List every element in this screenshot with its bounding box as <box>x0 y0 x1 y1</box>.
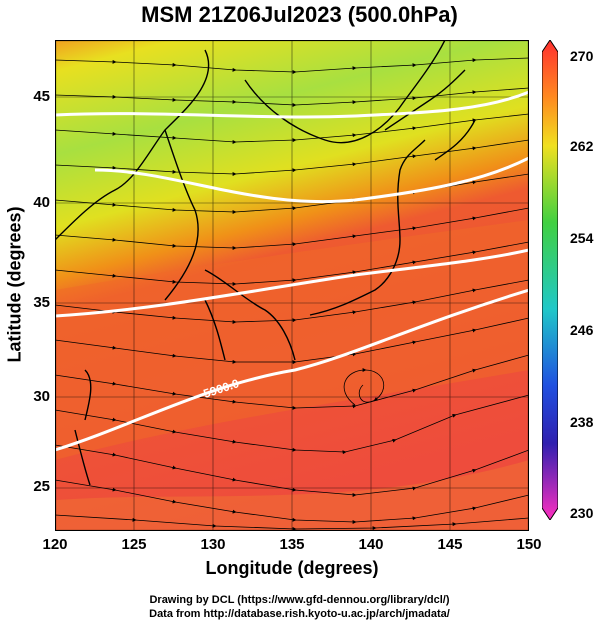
y-tick: 35 <box>33 294 50 311</box>
y-tick: 25 <box>33 478 50 495</box>
y-tick: 40 <box>33 194 50 211</box>
credit-data: Data from http://database.rish.kyoto-u.a… <box>149 608 450 620</box>
y-tick: 45 <box>33 88 50 105</box>
map-title: MSM 21Z06Jul2023 (500.0hPa) <box>141 2 458 27</box>
map-plot: 5900.0 <box>55 40 529 531</box>
colorbar-tick: 246 <box>570 322 594 338</box>
plot-frame <box>55 40 529 531</box>
geopotential-contours <box>55 90 529 452</box>
colorbar <box>542 40 558 520</box>
x-tick: 150 <box>516 536 542 553</box>
y-tick: 30 <box>33 388 50 405</box>
colorbar-tick: 262 <box>570 138 594 154</box>
x-tick: 120 <box>42 536 68 553</box>
x-tick: 145 <box>437 536 463 553</box>
colorbar-tick: 230 <box>570 505 594 521</box>
credit-drawing: Drawing by DCL (https://www.gfd-dennou.o… <box>149 594 450 606</box>
x-axis-label: Longitude (degrees) <box>205 558 379 578</box>
streamlines <box>55 57 529 531</box>
colorbar-tick: 238 <box>570 414 594 430</box>
colorbar-tick: 270 <box>570 48 594 64</box>
x-tick: 130 <box>200 536 226 553</box>
x-tick: 125 <box>121 536 147 553</box>
x-tick: 140 <box>358 536 384 553</box>
y-axis-label: Latitude (degrees) <box>4 206 25 363</box>
colorbar-tick: 254 <box>570 230 594 246</box>
x-tick: 135 <box>279 536 305 553</box>
